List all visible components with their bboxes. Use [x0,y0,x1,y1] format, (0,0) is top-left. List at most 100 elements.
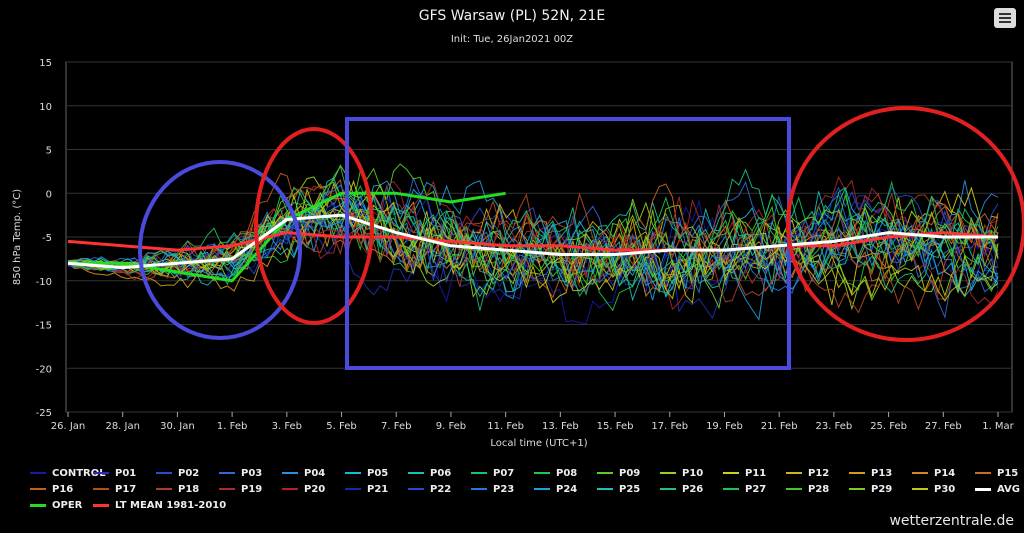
x-tick-label: 28. Jan [105,421,140,432]
legend-label: P26 [682,484,704,495]
legend-item-oper[interactable]: OPER [30,500,82,514]
legend-item-p06[interactable]: P06 [408,468,451,482]
chart-subtitle: Init: Tue, 26Jan2021 00Z [450,34,574,45]
legend-swatch [975,472,991,474]
x-axis-label: Local time (UTC+1) [490,438,587,449]
legend-item-p14[interactable]: P14 [912,468,955,482]
legend-item-p21[interactable]: P21 [345,484,388,498]
legend-item-p09[interactable]: P09 [597,468,640,482]
x-tick-label: 26. Jan [51,421,86,432]
legend-swatch [597,472,613,474]
legend-item-p05[interactable]: P05 [345,468,388,482]
x-tick-label: 27. Feb [925,421,962,432]
legend-swatch [786,472,802,474]
series-line-p29 [67,196,999,310]
chart-menu-button[interactable] [994,8,1016,28]
legend-item-p28[interactable]: P28 [786,484,829,498]
legend-item-p13[interactable]: P13 [849,468,892,482]
legend-swatch [786,488,802,490]
series-line-p22 [67,186,999,290]
y-tick-label: 15 [39,58,52,69]
legend-item-p26[interactable]: P26 [660,484,703,498]
y-tick-label: 10 [39,102,52,113]
x-tick-label: 25. Feb [870,421,907,432]
legend-swatch [30,503,46,507]
legend-item-p02[interactable]: P02 [156,468,199,482]
legend-item-control[interactable]: CONTROL [30,468,106,482]
legend-swatch [660,472,676,474]
legend-swatch [282,488,298,490]
legend-swatch [471,488,487,490]
legend-label: CONTROL [52,468,106,479]
legend-item-p15[interactable]: P15 [975,468,1018,482]
series-line-p14 [67,202,999,298]
legend-item-p08[interactable]: P08 [534,468,577,482]
legend-item-p11[interactable]: P11 [723,468,766,482]
legend-swatch [93,472,109,474]
legend-label: P09 [619,468,641,479]
x-tick-label: 15. Feb [597,421,634,432]
legend-swatch [408,488,424,490]
legend-label: P05 [367,468,389,479]
legend-label: P23 [493,484,515,495]
legend-item-p04[interactable]: P04 [282,468,325,482]
legend-item-lt-mean-1981-2010[interactable]: LT MEAN 1981-2010 [93,500,226,514]
legend-item-p19[interactable]: P19 [219,484,262,498]
legend-item-p07[interactable]: P07 [471,468,514,482]
legend-swatch [849,488,865,490]
legend-item-p27[interactable]: P27 [723,484,766,498]
legend-label: P19 [241,484,263,495]
x-tick-label: 13. Feb [542,421,579,432]
y-tick-label: -25 [36,408,52,419]
series-line-p23 [68,184,999,294]
legend-item-p22[interactable]: P22 [408,484,451,498]
legend-item-p12[interactable]: P12 [786,468,829,482]
x-tick-label: 21. Feb [761,421,798,432]
x-tick-label: 23. Feb [815,421,852,432]
legend-item-p03[interactable]: P03 [219,468,262,482]
legend-swatch [219,472,235,474]
legend-item-p23[interactable]: P23 [471,484,514,498]
x-tick-label: 19. Feb [706,421,743,432]
chart-plot: 15 10 5 0 -5 -10 -15 -20 -25 26. Jan 28. Jan 30. Ja… [12,58,1024,449]
legend-item-p29[interactable]: P29 [849,484,892,498]
legend-label: P12 [808,468,830,479]
legend-swatch [345,488,361,490]
series-line-p05 [67,195,999,294]
annotation-blue-ellipse [138,160,302,340]
legend-item-p25[interactable]: P25 [597,484,640,498]
legend-item-avg[interactable]: AVG [975,484,1020,498]
legend-label: P16 [52,484,74,495]
y-tick-label: -10 [36,277,52,288]
legend-swatch [30,488,46,490]
legend-label: LT MEAN 1981-2010 [115,500,227,511]
legend-label: P06 [430,468,452,479]
hamburger-icon-bar [999,21,1011,23]
legend-label: P08 [556,468,578,479]
legend-label: P29 [871,484,893,495]
legend-label: P25 [619,484,641,495]
legend-item-p18[interactable]: P18 [156,484,199,498]
legend-item-p20[interactable]: P20 [282,484,325,498]
legend-item-p01[interactable]: P01 [93,468,136,482]
legend-label: P18 [178,484,200,495]
series-line-p26 [67,168,999,298]
legend-item-p30[interactable]: P30 [912,484,955,498]
legend-item-p16[interactable]: P16 [30,484,73,498]
legend-swatch [975,487,991,491]
legend-label: P27 [745,484,767,495]
legend-item-p10[interactable]: P10 [660,468,703,482]
legend-label: P01 [115,468,137,479]
legend-item-p17[interactable]: P17 [93,484,136,498]
y-tick-label: 0 [46,189,52,200]
legend-swatch [723,488,739,490]
legend-swatch [156,472,172,474]
legend-label: P28 [808,484,830,495]
series-line-p24 [67,180,999,321]
credit-text[interactable]: wetterzentrale.de [889,513,1014,529]
y-tick-label: -5 [42,233,52,244]
x-tick-label: 1. Mar [982,421,1014,432]
legend-swatch [912,472,928,474]
legend-item-p24[interactable]: P24 [534,484,577,498]
legend-label: P10 [682,468,704,479]
